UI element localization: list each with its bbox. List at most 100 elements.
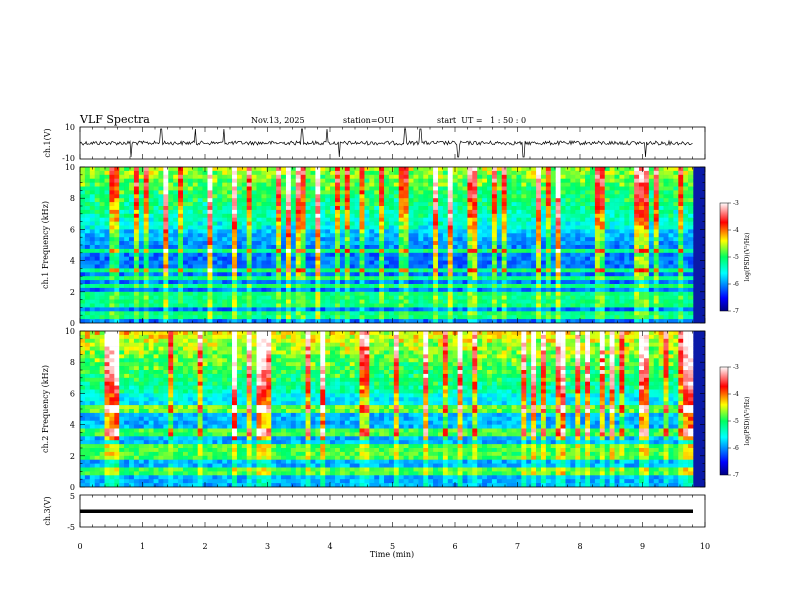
spectrogram-cell	[545, 237, 552, 242]
spectrogram-cell	[639, 206, 645, 211]
spectrogram-cell	[457, 174, 463, 179]
spectrogram-cell	[403, 299, 409, 304]
spectrogram-cell	[629, 178, 635, 183]
spectrogram-cell	[124, 206, 130, 211]
spectrogram-cell	[276, 213, 282, 218]
spectrogram-cell	[246, 186, 252, 191]
spectrogram-cell	[330, 167, 336, 172]
spectrogram-cell	[590, 295, 596, 300]
spectrogram-cell	[663, 225, 669, 230]
spectrogram-cell	[433, 315, 439, 320]
spectrogram-cell	[643, 268, 650, 273]
spectrogram-cell	[398, 241, 404, 246]
spectrogram-cell	[241, 202, 248, 207]
spectrogram-cell	[104, 233, 110, 238]
spectrogram-cell	[281, 202, 287, 207]
spectrogram-cell	[182, 174, 189, 179]
spectrogram-cell	[133, 268, 140, 273]
spectrogram-cell	[477, 303, 483, 308]
spectrogram-cell	[295, 217, 301, 222]
spectrogram-cell	[232, 272, 238, 277]
spectrogram-cell	[604, 186, 610, 191]
spectrogram-cell	[423, 245, 429, 250]
spectrogram-cell	[457, 178, 463, 183]
spectrogram-cell	[575, 280, 581, 285]
spectrogram-cell	[138, 178, 145, 183]
spectrogram-cell	[437, 291, 444, 296]
spectrogram-cell	[477, 190, 483, 195]
spectrogram-cell	[271, 264, 277, 269]
spectrogram-cell	[629, 299, 635, 304]
spectrogram-cell	[320, 303, 326, 308]
spectrogram-cell	[452, 276, 458, 281]
spectrogram-cell	[599, 174, 606, 179]
spectrogram-cell	[393, 225, 400, 230]
spectrogram-cell	[315, 233, 321, 238]
spectrogram-cell	[276, 284, 282, 289]
spectrogram-cell	[364, 252, 370, 257]
spectrogram-cell	[550, 295, 556, 300]
spectrogram-cell	[467, 206, 473, 211]
spectrogram-cell	[354, 178, 360, 183]
spectrogram-cell	[560, 291, 566, 296]
spectrogram-cell	[276, 194, 282, 199]
spectrogram-cell	[173, 260, 179, 265]
spectrogram-cell	[173, 280, 179, 285]
spectrogram-cell	[129, 209, 135, 215]
spectrogram-cell	[413, 167, 419, 172]
spectrogram-cell	[364, 209, 370, 215]
spectrogram-cell	[384, 276, 390, 281]
spectrogram-cell	[428, 295, 434, 300]
spectrogram-cell	[138, 315, 145, 320]
spectrogram-cell	[516, 319, 522, 323]
spectrogram-cell	[89, 287, 96, 293]
spectrogram-cell	[594, 225, 601, 230]
spectrogram-cell	[197, 182, 203, 187]
spectrogram-cell	[335, 268, 341, 273]
spectrogram-cell	[246, 245, 252, 250]
spectrogram-cell	[305, 284, 311, 289]
spectrogram-cell	[158, 295, 164, 300]
spectrogram-cell	[251, 272, 257, 277]
spectrogram-cell	[540, 260, 547, 265]
spectrogram-cell	[604, 190, 610, 195]
spectrogram-cell	[516, 198, 522, 203]
spectrogram-cell	[624, 174, 630, 179]
spectrogram-cell	[266, 202, 272, 207]
spectrogram-cell	[217, 178, 223, 183]
spectrogram-cell	[594, 307, 601, 312]
spectrogram-cell	[251, 178, 257, 183]
spectrogram-cell	[271, 307, 277, 312]
spectrogram-cell	[364, 264, 370, 269]
spectrogram-cell	[192, 178, 198, 183]
spectrogram-cell	[418, 202, 424, 207]
spectrogram-cell	[442, 248, 449, 254]
spectrogram-cell	[325, 307, 331, 312]
spectrogram-cell	[232, 182, 238, 187]
spectrogram-cell	[320, 276, 326, 281]
spectrogram-cell	[398, 213, 404, 218]
spectrogram-cell	[639, 315, 645, 320]
spectrogram-cell	[565, 241, 571, 246]
spectrogram-cell	[349, 311, 355, 316]
spectrogram-cell	[349, 248, 355, 254]
spectrogram-cell	[379, 252, 385, 257]
spectrogram-cell	[516, 206, 522, 211]
spectrogram-cell	[634, 319, 640, 323]
spectrogram-cell	[673, 319, 679, 323]
spectrogram-cell	[442, 190, 449, 195]
spectrogram-cell	[251, 170, 257, 176]
spectrogram-cell	[418, 252, 424, 257]
spectrogram-cell	[202, 299, 208, 304]
spectrogram-cell	[580, 303, 586, 308]
spectrogram-cell	[129, 276, 135, 281]
spectrogram-cell	[182, 287, 189, 293]
spectrogram-cell	[447, 284, 453, 289]
spectrogram-cell	[403, 287, 409, 293]
spectrogram-cell	[202, 284, 208, 289]
spectrogram-cell	[501, 202, 507, 207]
spectrogram-cell	[202, 174, 208, 179]
spectrogram-cell	[114, 287, 120, 293]
spectrogram-cell	[207, 256, 213, 261]
spectrogram-cell	[599, 264, 606, 269]
